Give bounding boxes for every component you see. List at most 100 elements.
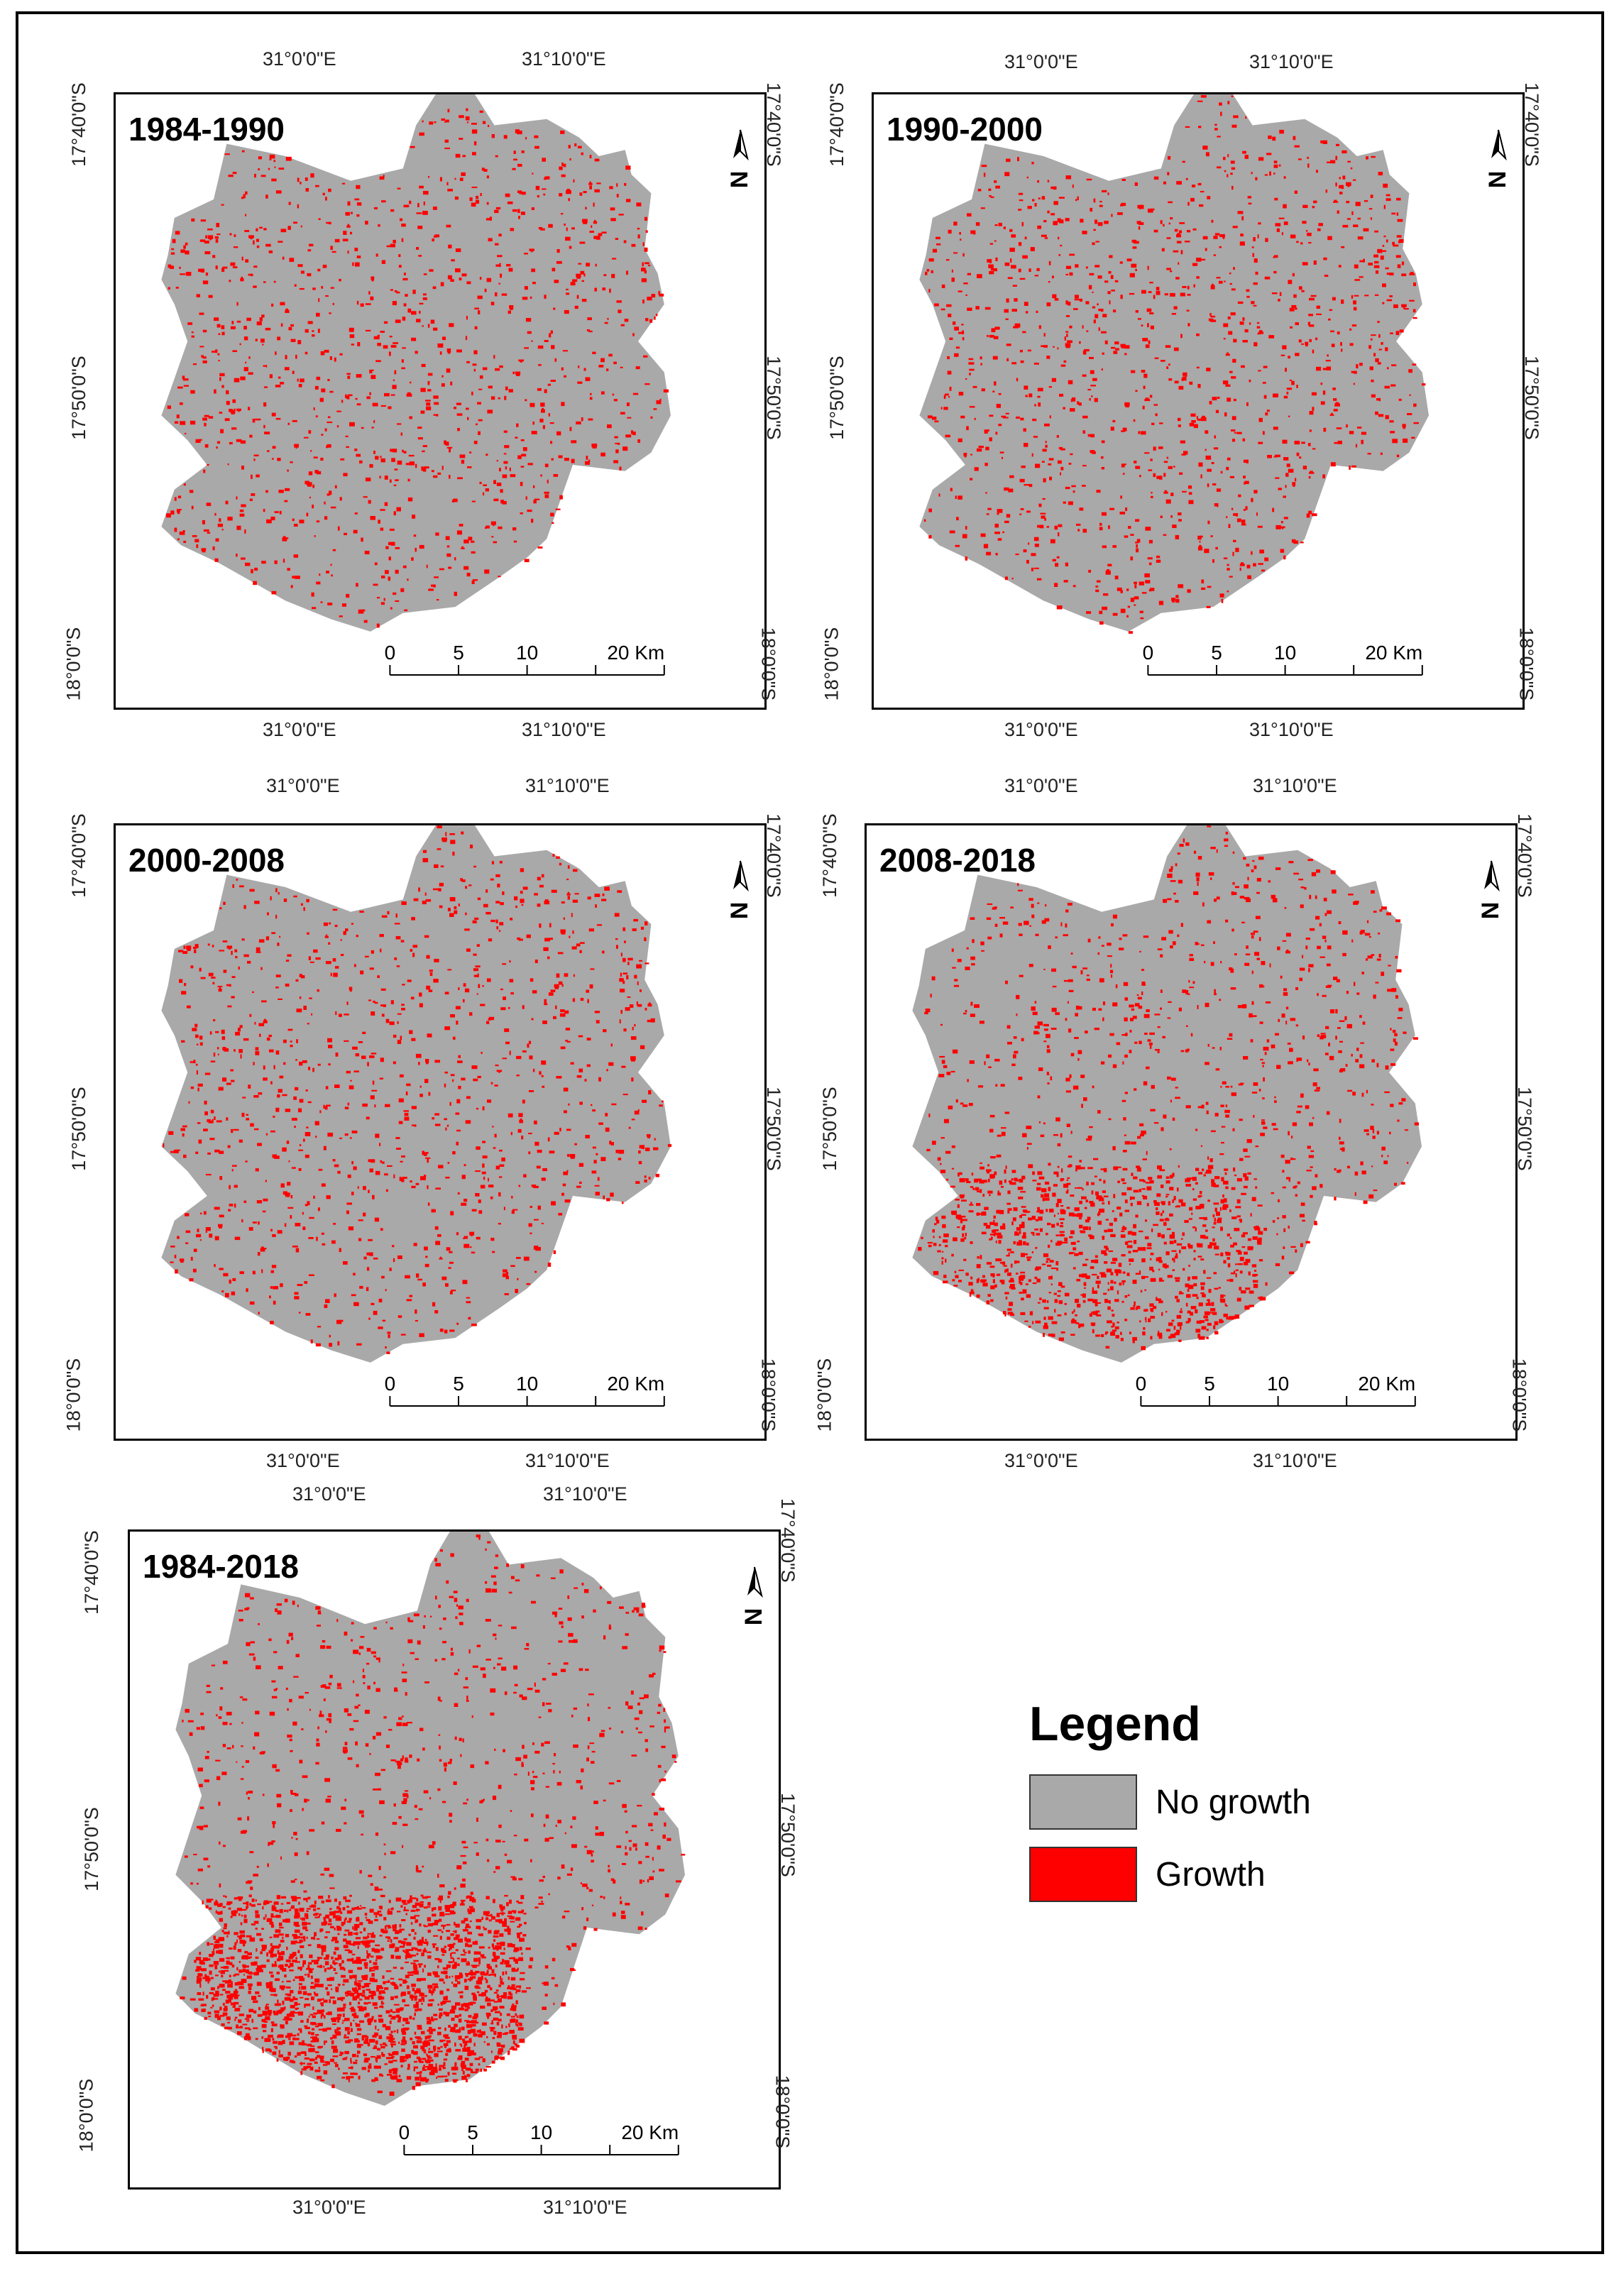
lon-label-bottom-east: 31°10'0"E	[1253, 1450, 1337, 1471]
map-frame: N 0 5 10 20 Km 1984-2018	[128, 1529, 781, 2190]
period-label: 1990-2000	[887, 111, 1043, 148]
legend-title: Legend	[1029, 1697, 1201, 1751]
legend-label-growth: Growth	[1156, 1856, 1266, 1894]
legend: Legend No growth Growth	[1029, 1696, 1384, 1923]
lat-label-right-bottom: 18°0'0"S	[772, 2075, 794, 2149]
scale-label: 10	[516, 1373, 538, 1395]
map-frame: N 0 5 10 20 Km 1990-2000	[872, 92, 1525, 710]
lat-label-left-mid: 17°50'0"S	[818, 1087, 840, 1171]
scale-label: 0	[1136, 1373, 1147, 1395]
lon-label-bottom-east: 31°10'0"E	[525, 1450, 610, 1471]
growth-patches	[923, 95, 1426, 634]
lat-label-right-top: 17°40'0"S	[762, 813, 784, 898]
lat-label-right-bottom: 18°0'0"S	[1515, 627, 1537, 701]
lat-label-right-bottom: 18°0'0"S	[757, 627, 779, 701]
lon-label-bottom-east: 31°10'0"E	[522, 719, 606, 740]
growth-patches	[918, 825, 1419, 1351]
lon-label-bottom-west: 31°0'0"E	[263, 719, 336, 740]
north-arrow-icon: N	[726, 129, 753, 189]
north-arrow-icon: N	[740, 1566, 767, 1625]
scale-label: 5	[1204, 1373, 1215, 1395]
legend-swatch-growth	[1029, 1847, 1137, 1902]
urban-area-map: N 0 5 10 20 Km	[161, 94, 753, 676]
lat-label-right-mid: 17°50'0"S	[762, 1087, 784, 1171]
lat-label-left-bottom: 18°0'0"S	[813, 1358, 835, 1432]
map-panel-2008-2018: 31°0'0"E 31°10'0"E N 0 5 10 20 Km 2008-2018 …	[813, 752, 1597, 1471]
legend-item-no-growth: No growth	[1029, 1774, 1384, 1831]
lon-label-top-east: 31°10'0"E	[522, 48, 606, 70]
scale-label: 0	[385, 642, 396, 664]
lat-label-left-top: 17°40'0"S	[825, 82, 847, 167]
lat-label-right-bottom: 18°0'0"S	[757, 1358, 779, 1432]
svg-text:N: N	[726, 171, 753, 189]
scale-label: 0	[1143, 642, 1154, 664]
no-growth-area	[161, 825, 671, 1363]
growth-patches	[166, 108, 669, 628]
lon-label-top-west: 31°0'0"E	[292, 1483, 366, 1505]
scale-label: 10	[1267, 1373, 1289, 1395]
period-label: 1984-1990	[128, 111, 285, 148]
lat-label-right-mid: 17°50'0"S	[762, 356, 784, 440]
lon-label-bottom-west: 31°0'0"E	[1004, 719, 1078, 740]
scale-label: 20 Km	[607, 642, 664, 664]
lon-label-top-east: 31°10'0"E	[525, 775, 610, 796]
scale-label: 10	[516, 642, 538, 664]
legend-label-no-growth: No growth	[1156, 1784, 1311, 1821]
lat-label-right-top: 17°40'0"S	[1520, 82, 1542, 167]
map-panel-1984-2018: 31°0'0"E 31°10'0"E N 0 5 10 20 Km 1984-2018 …	[21, 1469, 838, 2221]
scale-label: 0	[385, 1373, 396, 1395]
urban-area-map: N 0 5 10 20 Km	[161, 825, 753, 1407]
urban-area-map: N 0 5 10 20 Km	[912, 825, 1504, 1407]
scale-label: 10	[1274, 642, 1296, 664]
urban-area-map: N 0 5 10 20 Km	[175, 1532, 767, 2155]
lon-label-bottom-east: 31°10'0"E	[1249, 719, 1334, 740]
legend-swatch-no-growth	[1029, 1774, 1137, 1830]
scale-label: 20 Km	[1358, 1373, 1415, 1395]
lat-label-left-mid: 17°50'0"S	[80, 1807, 102, 1891]
scale-label: 5	[1211, 642, 1222, 664]
lat-label-left-bottom: 18°0'0"S	[62, 627, 84, 701]
lon-label-bottom-west: 31°0'0"E	[292, 2197, 366, 2218]
lat-label-right-bottom: 18°0'0"S	[1508, 1358, 1530, 1432]
scale-label: 5	[453, 642, 464, 664]
scale-label: 10	[530, 2121, 552, 2143]
lat-label-right-mid: 17°50'0"S	[1520, 356, 1542, 440]
scale-label: 20 Km	[621, 2121, 679, 2143]
scale-label: 5	[467, 2121, 478, 2143]
scale-label: 20 Km	[1365, 642, 1422, 664]
period-label: 1984-2018	[143, 1548, 299, 1585]
lat-label-right-mid: 17°50'0"S	[1513, 1087, 1535, 1171]
period-label: 2008-2018	[879, 842, 1036, 879]
no-growth-area	[912, 825, 1422, 1363]
lat-label-left-top: 17°40'0"S	[67, 813, 89, 898]
map-panel-2000-2008: 31°0'0"E 31°10'0"E N 0 5 10 20 Km 2000-2008 …	[21, 752, 802, 1471]
map-panel-1984-1990: 31°0'0"E 31°10'0"E N 0 5 10 20 Km 1984-1990 …	[21, 21, 802, 740]
north-arrow-icon: N	[1477, 860, 1504, 919]
scale-label: 20 Km	[607, 1373, 664, 1395]
lat-label-left-bottom: 18°0'0"S	[62, 1358, 84, 1432]
figure-frame	[16, 11, 1604, 2254]
growth-patches	[180, 1534, 686, 2096]
lon-label-bottom-west: 31°0'0"E	[266, 1450, 340, 1471]
lat-label-right-top: 17°40'0"S	[777, 1498, 799, 1583]
lat-label-left-bottom: 18°0'0"S	[821, 627, 843, 701]
north-arrow-icon: N	[1484, 129, 1511, 188]
lat-label-left-mid: 17°50'0"S	[67, 1087, 89, 1171]
north-arrow-icon: N	[726, 860, 753, 919]
lon-label-bottom-east: 31°10'0"E	[543, 2197, 627, 2218]
lon-label-top-east: 31°10'0"E	[543, 1483, 627, 1505]
lat-label-left-bottom: 18°0'0"S	[75, 2078, 97, 2153]
scale-bar: 0 5 10 20 Km	[1136, 1373, 1416, 1407]
map-frame: N 0 5 10 20 Km 1984-1990	[114, 92, 767, 710]
lat-label-left-mid: 17°50'0"S	[825, 356, 847, 440]
scale-label: 5	[453, 1373, 464, 1395]
scale-bar: 0 5 10 20 Km	[399, 2121, 679, 2155]
lon-label-top-west: 31°0'0"E	[263, 48, 336, 70]
lat-label-right-mid: 17°50'0"S	[777, 1793, 799, 1877]
period-label: 2000-2008	[128, 842, 285, 879]
lon-label-top-west: 31°0'0"E	[1004, 51, 1078, 72]
lat-label-right-top: 17°40'0"S	[762, 82, 784, 167]
growth-patches	[163, 825, 672, 1354]
scale-bar: 0 5 10 20 Km	[1143, 642, 1423, 676]
lat-label-left-top: 17°40'0"S	[67, 82, 89, 167]
